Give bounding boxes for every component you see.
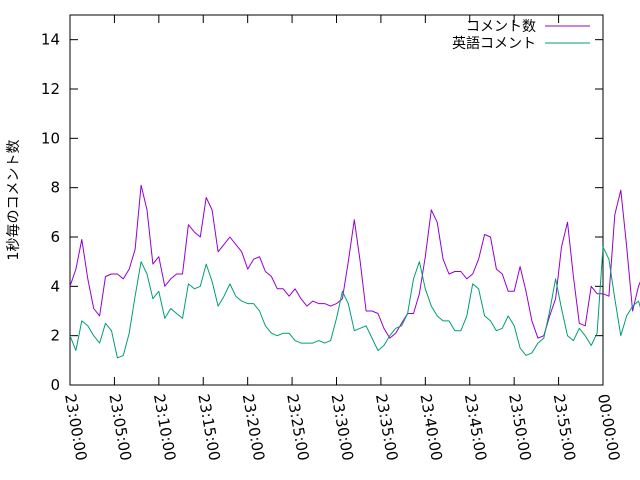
x-tick-label: 23:15:00 xyxy=(194,393,223,462)
x-tick-label: 23:40:00 xyxy=(416,393,445,462)
y-tick-label: 4 xyxy=(50,277,60,295)
y-tick-label: 6 xyxy=(50,228,60,246)
legend-label-0: コメント数 xyxy=(466,19,536,35)
x-tick-label: 23:10:00 xyxy=(150,393,179,462)
y-tick-label: 10 xyxy=(41,129,60,147)
x-tick-label: 23:05:00 xyxy=(105,393,134,462)
series-line-0 xyxy=(69,184,640,339)
series-layer xyxy=(69,184,640,359)
y-tick-label: 12 xyxy=(41,80,60,98)
x-tick-label: 00:00:00 xyxy=(594,393,623,462)
x-axis: 23:00:00 23:05:00 23:10:00 23:15:00 23:20:00… xyxy=(61,15,623,462)
series-line-1 xyxy=(69,246,640,359)
x-tick-label: 23:45:00 xyxy=(461,393,490,462)
x-tick-label: 23:25:00 xyxy=(283,393,312,462)
y-tick-label: 8 xyxy=(50,179,60,197)
y-axis-label: 1秒毎のコメント数 xyxy=(6,140,22,261)
y-axis: 0 2 4 6 8 10 12 14 xyxy=(41,31,603,394)
y-tick-label: 0 xyxy=(50,376,60,394)
legend-label-1: 英語コメント xyxy=(452,35,536,52)
x-tick-label: 23:20:00 xyxy=(239,393,268,462)
x-tick-label: 23:00:00 xyxy=(61,393,90,462)
plot-frame xyxy=(69,14,604,386)
x-tick-label: 23:55:00 xyxy=(550,393,579,462)
x-tick-label: 23:35:00 xyxy=(372,393,401,462)
y-tick-label: 2 xyxy=(50,327,60,345)
y-tick-label: 14 xyxy=(41,31,60,49)
x-tick-label: 23:30:00 xyxy=(328,393,357,462)
x-tick-label: 23:50:00 xyxy=(505,393,534,462)
